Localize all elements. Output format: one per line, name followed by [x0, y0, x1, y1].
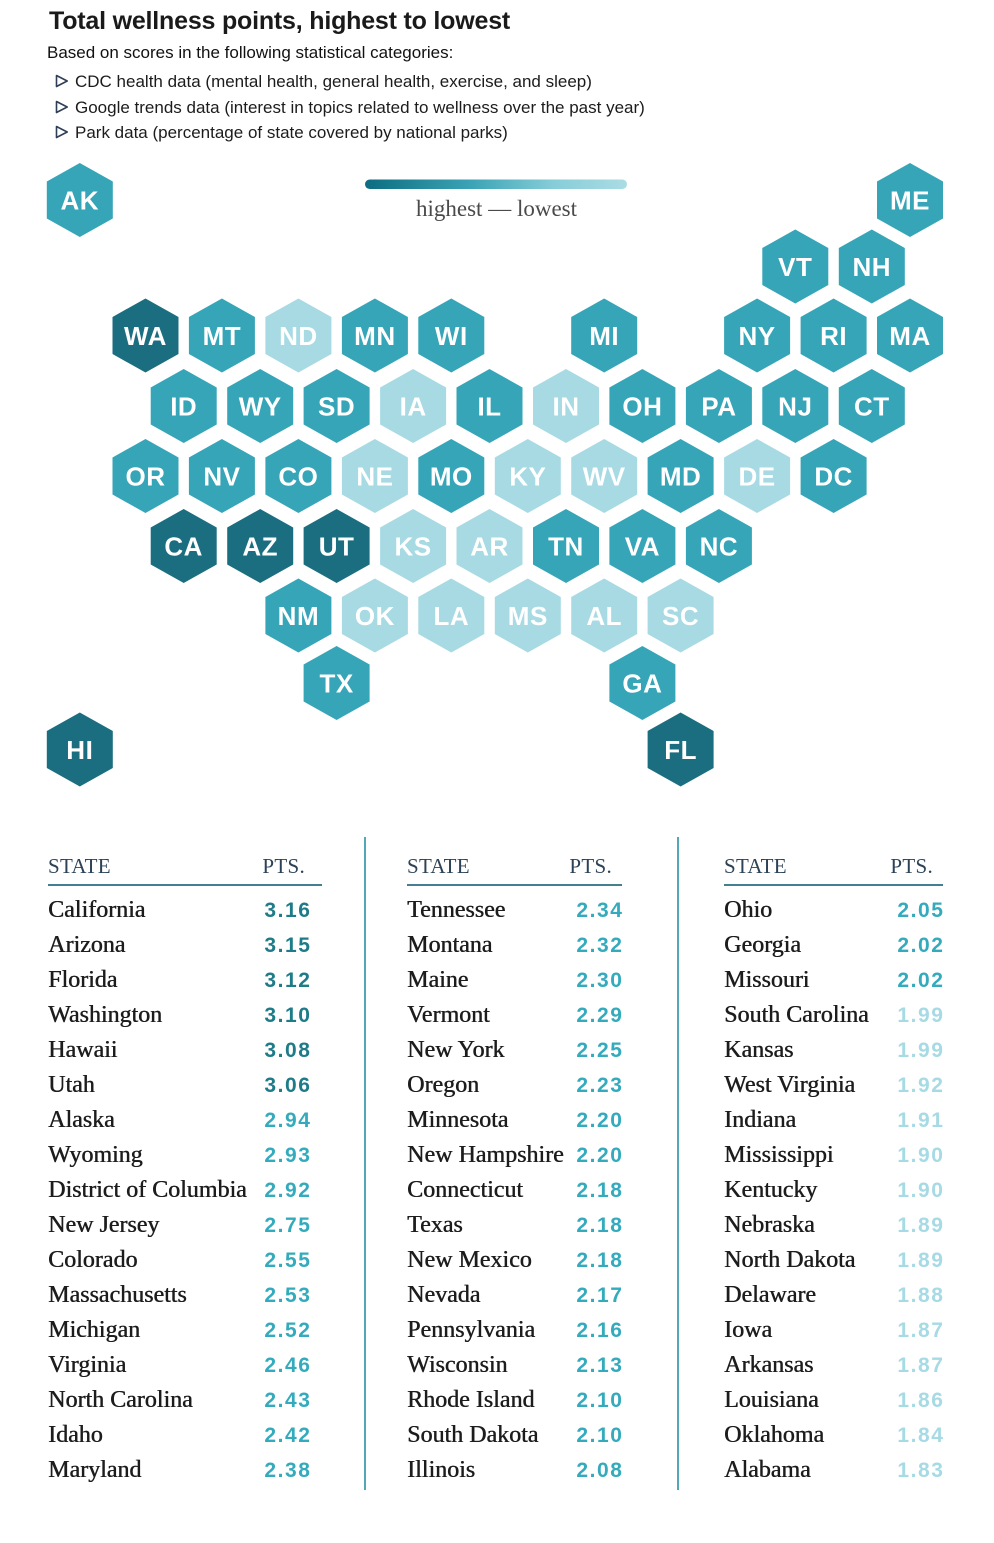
- svg-text:DC: DC: [814, 462, 853, 492]
- svg-text:CA: CA: [164, 532, 203, 562]
- svg-text:GA: GA: [622, 669, 662, 699]
- svg-text:WV: WV: [583, 462, 626, 492]
- svg-text:ME: ME: [890, 186, 930, 216]
- svg-text:TN: TN: [548, 532, 584, 562]
- svg-text:AR: AR: [470, 532, 509, 562]
- svg-text:CO: CO: [278, 462, 318, 492]
- svg-text:WI: WI: [435, 321, 468, 351]
- svg-text:FL: FL: [664, 735, 697, 765]
- svg-text:PA: PA: [701, 392, 736, 422]
- svg-text:NC: NC: [700, 532, 739, 562]
- svg-text:OR: OR: [126, 462, 166, 492]
- svg-text:VA: VA: [625, 532, 660, 562]
- svg-text:NV: NV: [203, 462, 240, 492]
- svg-text:AL: AL: [586, 601, 622, 631]
- svg-text:NM: NM: [278, 601, 319, 631]
- svg-text:VT: VT: [778, 252, 812, 282]
- svg-text:OK: OK: [355, 601, 395, 631]
- svg-text:AK: AK: [61, 186, 100, 216]
- svg-text:WA: WA: [124, 321, 167, 351]
- svg-text:OH: OH: [622, 392, 662, 422]
- svg-text:NJ: NJ: [778, 392, 812, 422]
- svg-text:NY: NY: [739, 321, 776, 351]
- svg-text:NH: NH: [853, 252, 892, 282]
- svg-text:WY: WY: [239, 392, 282, 422]
- svg-text:CT: CT: [854, 392, 890, 422]
- svg-text:MD: MD: [660, 462, 701, 492]
- svg-text:MS: MS: [508, 601, 548, 631]
- svg-text:NE: NE: [356, 462, 393, 492]
- svg-text:KY: KY: [509, 462, 546, 492]
- svg-text:IN: IN: [553, 392, 580, 422]
- svg-text:TX: TX: [319, 669, 353, 699]
- svg-text:MO: MO: [430, 462, 473, 492]
- svg-text:MN: MN: [354, 321, 395, 351]
- svg-text:IA: IA: [400, 392, 427, 422]
- svg-text:RI: RI: [820, 321, 847, 351]
- svg-text:DE: DE: [739, 462, 776, 492]
- svg-text:MA: MA: [889, 321, 930, 351]
- svg-text:HI: HI: [66, 735, 93, 765]
- svg-text:MT: MT: [203, 321, 242, 351]
- svg-text:AZ: AZ: [242, 532, 278, 562]
- svg-text:UT: UT: [319, 532, 355, 562]
- svg-text:LA: LA: [433, 601, 469, 631]
- svg-text:KS: KS: [395, 532, 432, 562]
- svg-text:ID: ID: [170, 392, 197, 422]
- svg-text:SD: SD: [318, 392, 355, 422]
- svg-text:IL: IL: [477, 392, 501, 422]
- svg-text:ND: ND: [279, 321, 318, 351]
- svg-text:SC: SC: [662, 601, 699, 631]
- svg-text:MI: MI: [589, 321, 619, 351]
